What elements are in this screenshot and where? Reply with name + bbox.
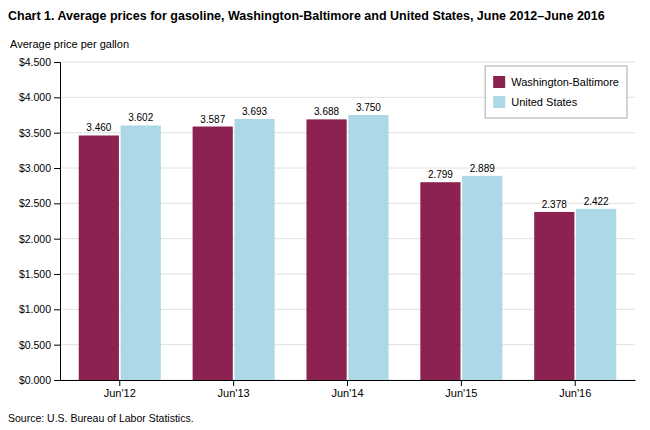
y-tick: $1.500 xyxy=(19,268,60,280)
bars xyxy=(79,115,616,380)
y-tick-label: $1.500 xyxy=(19,268,51,280)
bar xyxy=(79,135,119,380)
y-tick-label: $3.000 xyxy=(19,162,51,174)
y-tick: $4.500 xyxy=(19,56,60,68)
y-tick-mark xyxy=(54,380,60,381)
legend-swatch xyxy=(493,96,505,108)
y-tick-label: $4.500 xyxy=(19,56,51,68)
bar xyxy=(234,119,274,380)
y-tick-label: $0.000 xyxy=(19,374,51,386)
y-axis-line xyxy=(54,63,61,381)
grid xyxy=(60,62,635,380)
bar xyxy=(462,176,502,380)
x-tick-label: Jun'12 xyxy=(104,387,136,399)
x-tick: Jun'12 xyxy=(104,380,136,399)
chart: Chart 1. Average prices for gasoline, Wa… xyxy=(0,0,650,430)
legend-label: Washington-Baltimore xyxy=(511,76,619,88)
y-axis: $0.000 $0.500 $1.000 $1.500 $2.000 $2.500 $3.0… xyxy=(19,56,61,386)
legend-frame xyxy=(485,66,627,118)
bar xyxy=(348,115,388,380)
grid-line xyxy=(60,62,635,63)
y-tick-label: $3.500 xyxy=(19,127,51,139)
data-label: 3.688 xyxy=(314,106,339,117)
bar-series xyxy=(79,119,575,380)
y-tick-mark xyxy=(54,168,60,169)
legend-label: United States xyxy=(511,96,578,108)
x-tick-label: Jun'15 xyxy=(445,387,477,399)
y-tick-mark xyxy=(54,274,60,275)
y-tick-mark xyxy=(54,62,60,63)
x-tick-label: Jun'13 xyxy=(218,387,250,399)
x-tick-mark xyxy=(461,380,462,386)
y-tick: $3.000 xyxy=(19,162,60,174)
x-tick: Jun'14 xyxy=(331,380,363,399)
y-tick: $4.000 xyxy=(19,91,60,103)
title: Chart 1. Average prices for gasoline, Wa… xyxy=(8,9,605,23)
data-label: 3.587 xyxy=(200,114,225,125)
bar xyxy=(193,127,233,380)
legend: Washington-Baltimore United States xyxy=(485,66,627,118)
y-tick-mark xyxy=(54,345,60,346)
y-tick-mark xyxy=(54,97,60,98)
plot: $0.000 $0.500 $1.000 $1.500 $2.000 $2.500 $3.0… xyxy=(19,56,636,399)
annotation: Source: U.S. Bureau of Labor Statistics. xyxy=(8,412,194,424)
data-label: 2.799 xyxy=(428,169,453,180)
y-tick-label: $2.500 xyxy=(19,197,51,209)
y-tick: $2.000 xyxy=(19,233,60,245)
y-tick: $0.000 xyxy=(19,374,60,386)
y-tick-mark xyxy=(54,239,60,240)
y-tick-mark xyxy=(54,309,60,310)
y-tick-mark xyxy=(54,133,60,134)
bar xyxy=(576,209,616,380)
x-tick-label: Jun'16 xyxy=(559,387,591,399)
y-tick-label: $2.000 xyxy=(19,233,51,245)
y-tick-label: $1.000 xyxy=(19,303,51,315)
y-axis-title: Average price per gallon xyxy=(10,38,129,50)
data-label: 2.889 xyxy=(470,163,495,174)
x-tick: Jun'15 xyxy=(445,380,477,399)
x-axis: Jun'12 Jun'13 Jun'14 Jun'15 Jun'16 xyxy=(61,380,636,399)
x-tick-label: Jun'14 xyxy=(331,387,363,399)
x-tick-mark xyxy=(233,380,234,386)
y-tick-label: $0.500 xyxy=(19,339,51,351)
bar xyxy=(534,212,574,380)
data-label: 3.460 xyxy=(86,122,111,133)
x-tick-mark xyxy=(119,380,120,386)
y-tick: $3.500 xyxy=(19,127,60,139)
y-tick: $1.000 xyxy=(19,303,60,315)
bar-series xyxy=(121,115,617,380)
data-label: 3.693 xyxy=(242,106,267,117)
bar xyxy=(306,119,346,380)
bar xyxy=(121,125,161,380)
y-tick: $0.500 xyxy=(19,339,60,351)
bar xyxy=(420,182,460,380)
y-tick-mark xyxy=(54,203,60,204)
legend-swatch xyxy=(493,76,505,88)
x-tick-mark xyxy=(347,380,348,386)
data-label: 2.378 xyxy=(542,199,567,210)
data-label: 2.422 xyxy=(584,196,609,207)
x-tick-mark xyxy=(575,380,576,386)
data-label: 3.750 xyxy=(356,102,381,113)
data-label: 3.602 xyxy=(128,112,153,123)
x-tick: Jun'13 xyxy=(218,380,250,399)
y-tick: $2.500 xyxy=(19,197,60,209)
y-tick-label: $4.000 xyxy=(19,91,51,103)
x-tick: Jun'16 xyxy=(559,380,591,399)
